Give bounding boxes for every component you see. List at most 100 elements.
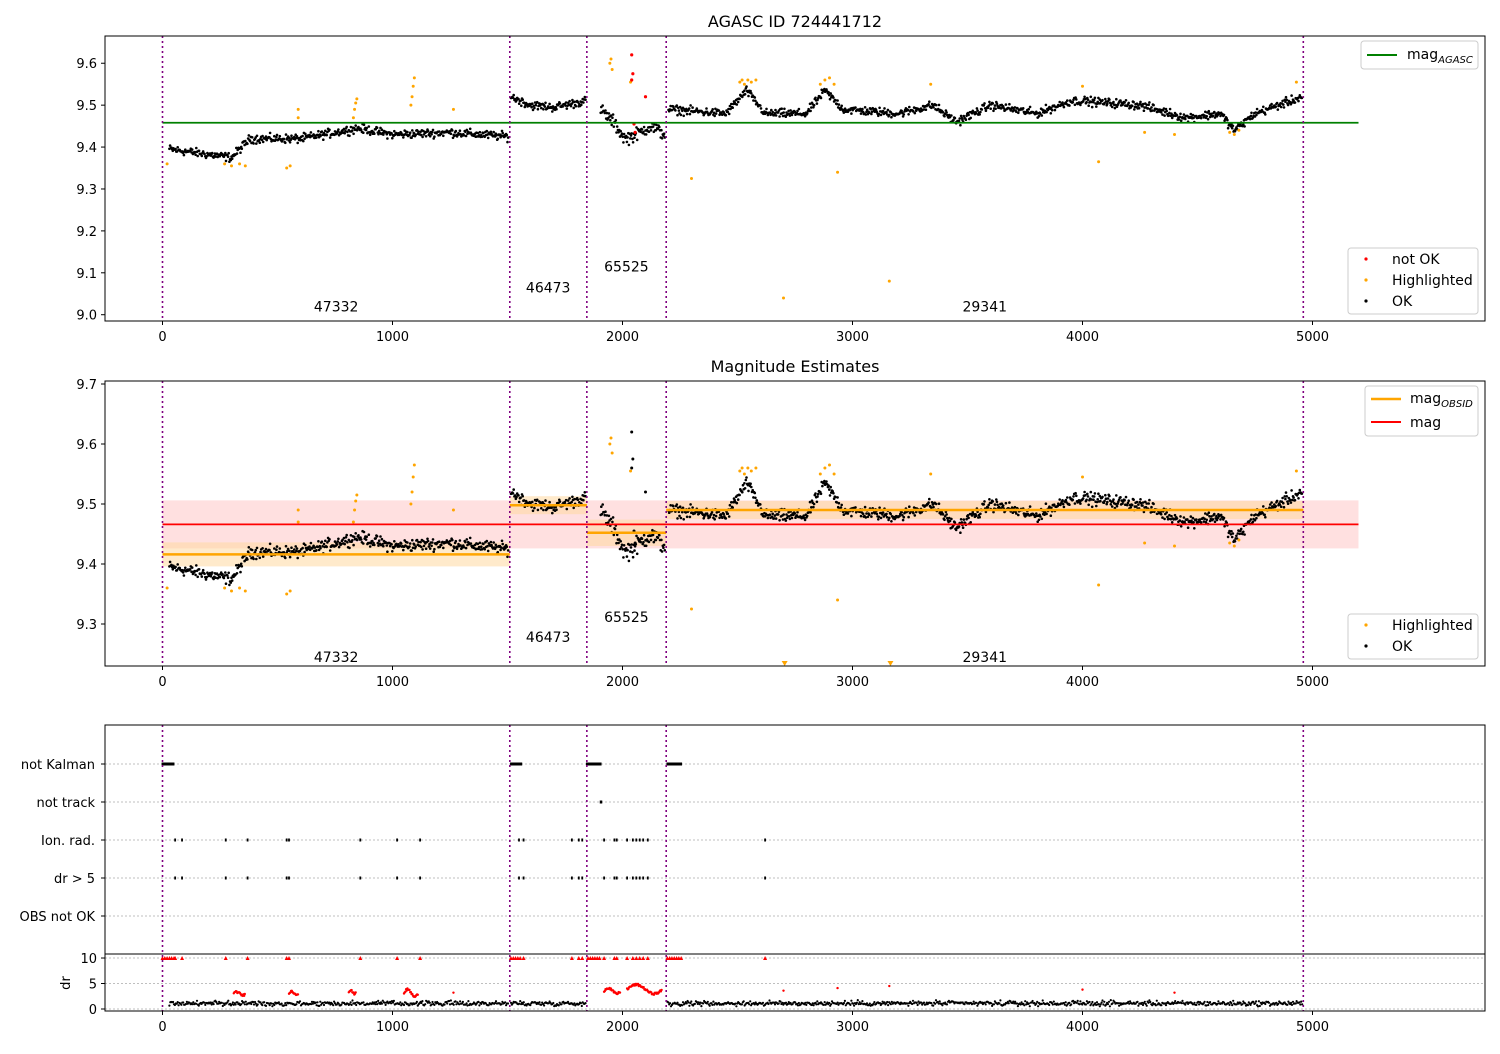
legend-marker-ok	[1364, 299, 1368, 303]
ok-point	[201, 568, 205, 572]
dr-ok-point	[857, 1003, 860, 1006]
ok-point	[379, 126, 382, 130]
ok-point	[621, 135, 624, 139]
highlighted-point	[354, 101, 358, 105]
ok-point	[945, 111, 948, 114]
ok-point	[1175, 517, 1179, 520]
dr-ok-point	[1249, 1003, 1252, 1007]
dr-flagged-point	[296, 993, 300, 996]
ok-point	[991, 500, 995, 503]
ok-point	[431, 541, 434, 544]
ok-point	[574, 104, 578, 108]
ok-point	[635, 552, 639, 556]
ok-point	[881, 109, 885, 113]
ok-point	[1206, 513, 1209, 516]
ok-point	[517, 97, 520, 101]
ok-point	[995, 500, 999, 504]
ok-point	[517, 102, 521, 105]
dr-ok-point	[465, 1002, 468, 1005]
ok-point	[1289, 102, 1293, 106]
ok-point	[726, 110, 730, 114]
dr-ok-point	[1118, 1004, 1121, 1007]
ok-point	[558, 500, 562, 503]
ok-point	[1211, 518, 1215, 521]
ok-point	[1081, 497, 1085, 500]
ok-point	[932, 106, 935, 109]
highlighted-point	[742, 82, 746, 86]
legend-label-agasc: magAGASC	[1407, 47, 1473, 66]
dr-ok-point	[787, 1001, 790, 1004]
dr-ok-point	[209, 1001, 212, 1004]
ok-point	[991, 102, 995, 105]
dr-ok-point	[380, 1002, 383, 1005]
ok-point	[890, 115, 893, 119]
ok-point	[759, 107, 763, 110]
ok-point	[362, 123, 366, 126]
ok-point	[1250, 111, 1253, 115]
ok-point	[612, 125, 616, 128]
ok-point	[660, 550, 664, 553]
flag-point	[246, 876, 249, 880]
ok-point	[1298, 488, 1302, 492]
ok-point	[345, 533, 349, 537]
dr-ok-point	[261, 1004, 264, 1007]
ok-point	[651, 125, 655, 128]
dr-flagged-point	[350, 988, 353, 992]
dr-ok-point	[1064, 1001, 1067, 1004]
ok-point	[732, 500, 735, 504]
ok-point	[278, 134, 282, 138]
dr-ok-point	[860, 1002, 863, 1005]
dr-ok-point	[459, 1000, 462, 1003]
ok-point	[1117, 498, 1121, 502]
ok-point	[969, 116, 972, 120]
ok-point	[420, 545, 423, 549]
legend-box	[1347, 247, 1479, 315]
dr-ok-point	[911, 999, 915, 1002]
ok-point	[339, 131, 343, 135]
dr-ok-point	[192, 1001, 195, 1004]
ok-point	[230, 157, 234, 160]
ok-point	[1146, 107, 1150, 110]
flag-point	[396, 876, 398, 880]
dr-ok-point	[580, 1004, 583, 1008]
ok-point	[1210, 515, 1213, 518]
ok-point	[995, 102, 999, 105]
ok-point	[628, 132, 631, 135]
ok-point	[451, 549, 455, 552]
ok-point	[718, 113, 721, 117]
ok-point	[1290, 94, 1293, 97]
dr-ok-point	[1041, 999, 1044, 1002]
ok-point	[1089, 95, 1093, 99]
ok-point	[540, 507, 543, 510]
ok-point	[974, 514, 978, 518]
dr-ok-point	[947, 999, 951, 1003]
ok-point	[534, 103, 538, 107]
dr-ok-point	[391, 1001, 395, 1004]
ok-point	[647, 540, 651, 544]
ok-point	[717, 109, 721, 112]
ok-point	[889, 512, 892, 516]
dr-ok-point	[804, 1001, 807, 1005]
dr-ok-point	[1286, 1003, 1289, 1006]
ok-point	[885, 512, 888, 516]
ok-point	[913, 514, 917, 517]
dr-ok-point	[180, 1003, 183, 1006]
ok-point	[1066, 99, 1069, 102]
dr-ok-point	[560, 1003, 563, 1006]
ok-point	[1250, 513, 1253, 517]
ok-point	[313, 546, 317, 549]
dr-ok-point	[1072, 999, 1075, 1003]
highlighted-point	[288, 164, 292, 168]
ok-point	[406, 130, 409, 134]
ok-point	[736, 498, 740, 501]
ok-point	[495, 545, 498, 549]
ok-point	[1150, 505, 1153, 509]
ok-point	[254, 557, 258, 561]
ok-point	[1210, 112, 1213, 116]
ok-point	[611, 520, 614, 524]
ok-point	[1173, 513, 1177, 517]
ok-point	[554, 105, 558, 109]
ok-point	[171, 568, 175, 571]
ok-point	[1243, 533, 1246, 536]
ok-point	[390, 543, 393, 546]
